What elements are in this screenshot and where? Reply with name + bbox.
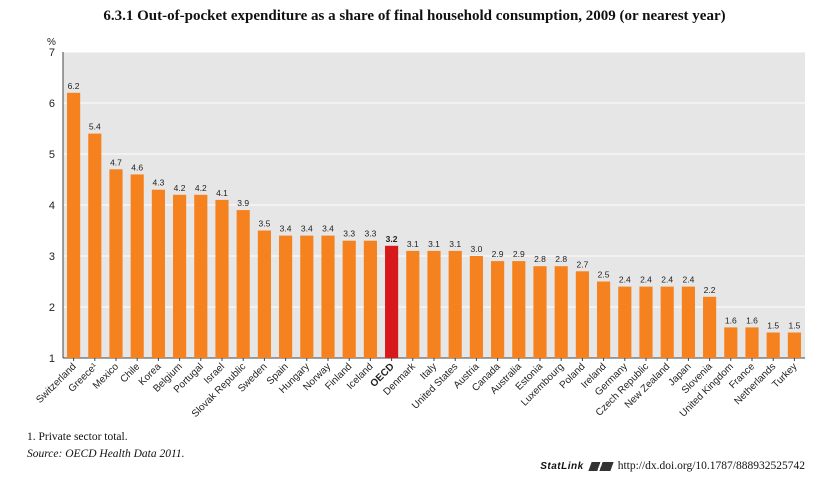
bar [639, 286, 653, 358]
data-label: 3.0 [470, 244, 482, 254]
bar [88, 133, 102, 358]
data-label: 4.7 [110, 157, 122, 167]
data-label: 3.4 [301, 224, 313, 234]
statlink-logo: StatLink [540, 460, 584, 472]
data-label: 4.3 [152, 178, 164, 188]
bar [300, 235, 314, 358]
bar [279, 235, 293, 358]
bar [766, 332, 780, 358]
bar [448, 250, 462, 358]
data-label: 3.2 [386, 234, 398, 244]
data-label: 2.2 [704, 285, 716, 295]
data-label: 2.4 [661, 275, 673, 285]
bar [618, 286, 632, 358]
bar [469, 256, 483, 358]
bar [533, 266, 547, 358]
bar [109, 169, 123, 358]
bar [385, 245, 399, 358]
bar [342, 240, 356, 358]
y-tick-label: 6 [49, 98, 55, 110]
bar [194, 194, 208, 358]
data-label: 2.5 [598, 270, 610, 280]
y-tick-label: 7 [49, 47, 55, 59]
bar [681, 286, 695, 358]
data-label: 3.4 [322, 224, 334, 234]
statlink-url[interactable]: http://dx.doi.org/10.1787/888932525742 [617, 460, 805, 472]
data-label: 5.4 [89, 122, 101, 132]
chart-title: 6.3.1 Out-of-pocket expenditure as a sha… [103, 8, 726, 24]
bar [597, 281, 611, 358]
bar [491, 261, 505, 358]
y-tick-label: 1 [49, 353, 55, 365]
bar [575, 271, 589, 358]
data-label: 2.8 [555, 254, 567, 264]
source-text: OECD Health Data 2011. [65, 448, 185, 460]
bar [130, 174, 144, 358]
footnote: 1. Private sector total. [27, 431, 128, 443]
source-label: Source: [27, 448, 63, 460]
data-label: 1.5 [767, 321, 779, 331]
data-label: 3.1 [428, 239, 440, 249]
data-label: 3.3 [364, 229, 376, 239]
data-label: 3.9 [237, 198, 249, 208]
bar [236, 210, 250, 358]
bar [173, 194, 187, 358]
y-tick-label: 2 [49, 302, 55, 314]
data-label: 4.1 [216, 188, 228, 198]
bar [724, 327, 738, 358]
bar [257, 230, 271, 358]
bar [787, 332, 801, 358]
data-label: 3.1 [449, 239, 461, 249]
bar-chart: 12345676.2Switzerland5.4Greece¹4.7Mexico… [34, 47, 805, 420]
y-tick-label: 4 [49, 200, 55, 212]
data-label: 1.6 [725, 315, 737, 325]
data-label: 3.3 [343, 229, 355, 239]
data-label: 6.2 [68, 81, 80, 91]
bar [660, 286, 674, 358]
data-label: 2.4 [682, 275, 694, 285]
statlink-icon [588, 461, 614, 471]
data-label: 3.4 [280, 224, 292, 234]
data-label: 1.5 [788, 321, 800, 331]
bar [67, 92, 81, 359]
data-label: 2.9 [492, 249, 504, 259]
data-label: 2.9 [513, 249, 525, 259]
bar [512, 261, 526, 358]
y-tick-label: 3 [49, 251, 55, 263]
data-label: 2.8 [534, 254, 546, 264]
data-label: 3.5 [258, 219, 270, 229]
y-axis-unit: % [47, 37, 56, 48]
bar [427, 250, 441, 358]
bar [554, 266, 568, 358]
data-label: 2.4 [619, 275, 631, 285]
bar [215, 199, 229, 358]
bar [703, 296, 717, 358]
bar [321, 235, 335, 358]
source-note: Source: OECD Health Data 2011. [27, 448, 184, 460]
data-label: 3.1 [407, 239, 419, 249]
data-label: 2.7 [576, 259, 588, 269]
bar [745, 327, 759, 358]
data-label: 4.2 [195, 183, 207, 193]
data-label: 4.2 [174, 183, 186, 193]
bar [151, 189, 165, 358]
bar [363, 240, 377, 358]
data-label: 4.6 [131, 162, 143, 172]
y-tick-label: 5 [49, 149, 55, 161]
data-label: 2.4 [640, 275, 652, 285]
bar [406, 250, 420, 358]
data-label: 1.6 [746, 315, 758, 325]
statlink[interactable]: StatLink http://dx.doi.org/10.1787/88893… [540, 460, 805, 472]
